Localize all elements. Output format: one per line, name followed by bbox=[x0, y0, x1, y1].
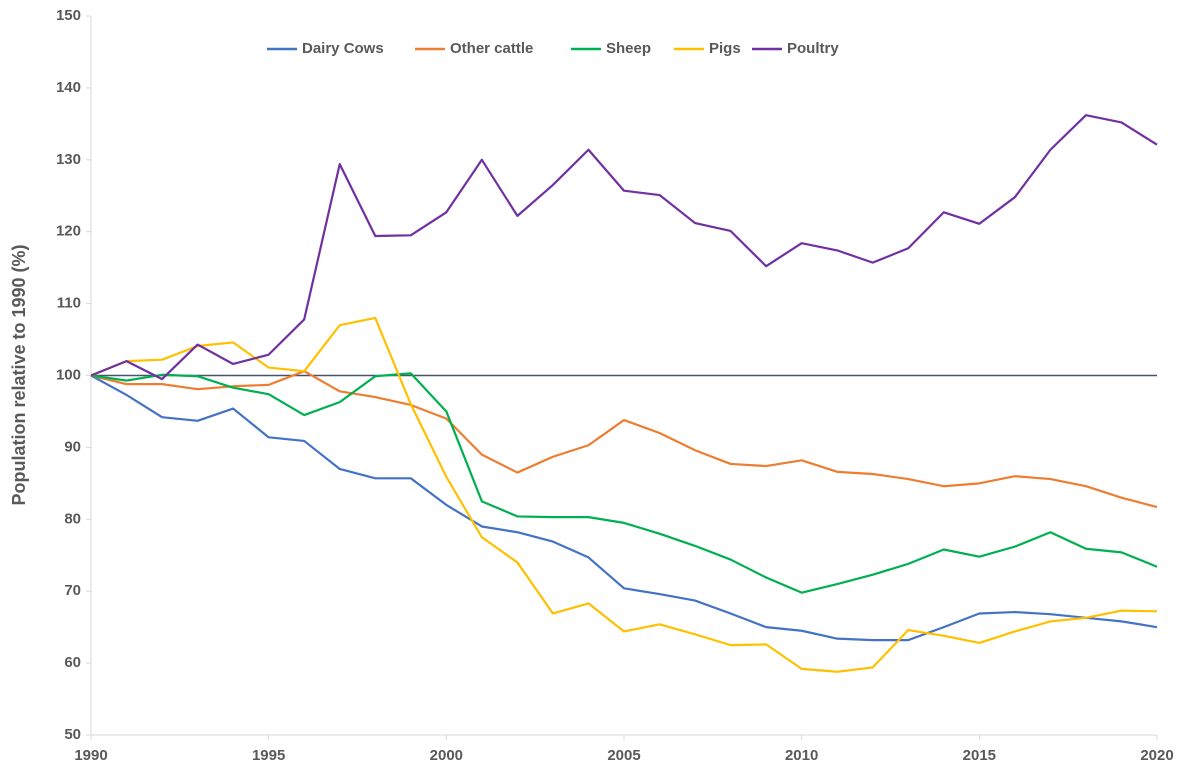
x-tick-label: 2015 bbox=[963, 747, 996, 764]
y-tick-label: 120 bbox=[56, 223, 81, 240]
line-series bbox=[90, 316, 1158, 673]
line-series bbox=[90, 374, 1158, 642]
x-tick-label: 2010 bbox=[785, 747, 818, 764]
legend-label: Sheep bbox=[606, 40, 651, 57]
y-tick-label: 70 bbox=[64, 582, 81, 599]
legend-label: Other cattle bbox=[450, 40, 533, 57]
y-tick-label: 110 bbox=[57, 295, 81, 312]
y-tick-label: 150 bbox=[56, 7, 81, 24]
legend-label: Pigs bbox=[709, 40, 741, 57]
x-tick-label: 2000 bbox=[430, 747, 463, 764]
y-tick-label: 50 bbox=[64, 726, 81, 743]
legend-label: Dairy Cows bbox=[302, 40, 384, 57]
x-tick-label: 1995 bbox=[252, 747, 285, 764]
legend-label: Poultry bbox=[787, 40, 839, 57]
y-axis-label: Population relative to 1990 (%) bbox=[9, 244, 29, 505]
y-tick-label: 140 bbox=[56, 79, 81, 96]
x-tick-label: 1990 bbox=[74, 747, 107, 764]
y-tick-label: 90 bbox=[64, 438, 81, 455]
y-tick-label: 80 bbox=[64, 510, 81, 527]
y-tick-label: 100 bbox=[56, 366, 81, 383]
y-tick-label: 60 bbox=[64, 654, 81, 671]
line-series bbox=[90, 372, 1158, 594]
x-tick-label: 2020 bbox=[1140, 747, 1173, 764]
line-series bbox=[90, 114, 1158, 381]
y-tick-label: 130 bbox=[56, 151, 81, 168]
line-series bbox=[90, 370, 1158, 509]
x-tick-label: 2005 bbox=[607, 747, 640, 764]
